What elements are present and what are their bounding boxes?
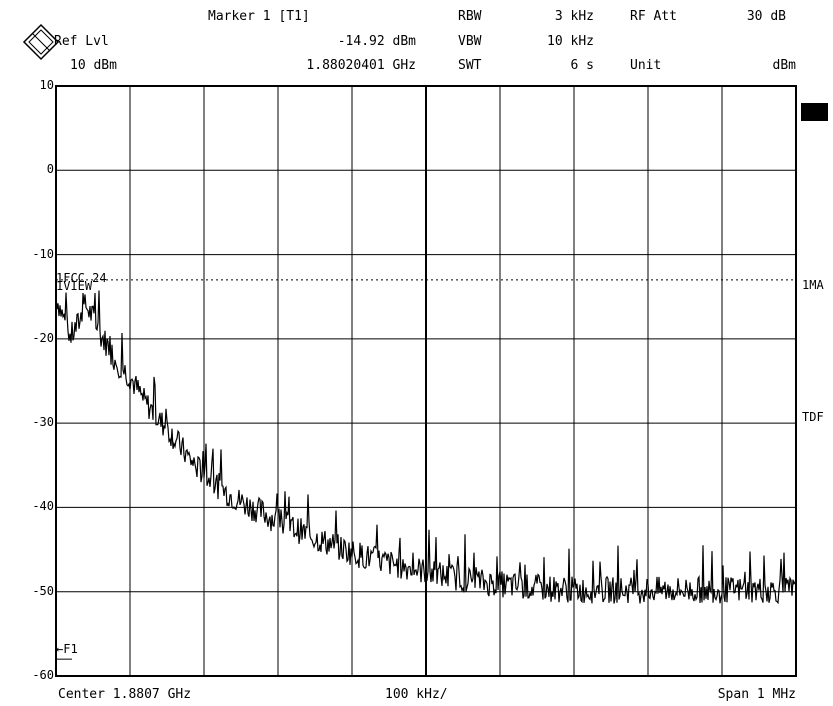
f1-marker-label: ←F1 — [56, 642, 78, 656]
limit-line-label: 1FCC 24 — [56, 271, 107, 285]
ref-level-value: 10 dBm — [70, 58, 117, 73]
tdf-label: TDF — [802, 410, 824, 424]
rf-att-value: 30 dB — [746, 9, 786, 24]
unit-value: dBm — [772, 58, 796, 73]
vbw-value: 10 kHz — [547, 34, 594, 49]
trace-mode-label: 1MA — [802, 278, 824, 292]
vbw-label: VBW — [458, 34, 482, 49]
y-tick-label: -50 — [32, 583, 54, 598]
y-tick-label: -40 — [32, 499, 54, 514]
y-tick-label: 0 — [46, 162, 54, 177]
ref-level-label: Ref Lvl — [54, 34, 109, 49]
swt-label: SWT — [458, 58, 482, 73]
y-tick-label: -10 — [32, 246, 54, 261]
y-tick-label: -20 — [32, 330, 54, 345]
y-tick-label: 10 — [39, 78, 54, 92]
f1-label: F1 — [63, 642, 78, 656]
spectrum-trace — [55, 290, 797, 605]
rs-logo — [6, 8, 59, 61]
rf-att-label: RF Att — [630, 9, 677, 24]
span-label: Span 1 MHz — [717, 687, 796, 702]
center-frequency: Center 1.8807 GHz — [58, 687, 192, 702]
side-black-marker — [801, 103, 828, 121]
marker-level: -14.92 dBm — [337, 34, 416, 49]
frequency-per-division: 100 kHz/ — [385, 687, 448, 702]
rs-logo-icon — [22, 23, 59, 61]
marker-frequency: 1.88020401 GHz — [306, 58, 416, 73]
view-label: 1VIEW — [56, 279, 93, 293]
rbw-label: RBW — [458, 9, 482, 24]
unit-label: Unit — [630, 58, 662, 73]
marker-label: Marker 1 [T1] — [208, 9, 310, 24]
y-tick-label: -60 — [32, 668, 54, 682]
y-tick-label: -30 — [32, 415, 54, 430]
rbw-value: 3 kHz — [554, 9, 594, 24]
swt-value: 6 s — [570, 58, 594, 73]
